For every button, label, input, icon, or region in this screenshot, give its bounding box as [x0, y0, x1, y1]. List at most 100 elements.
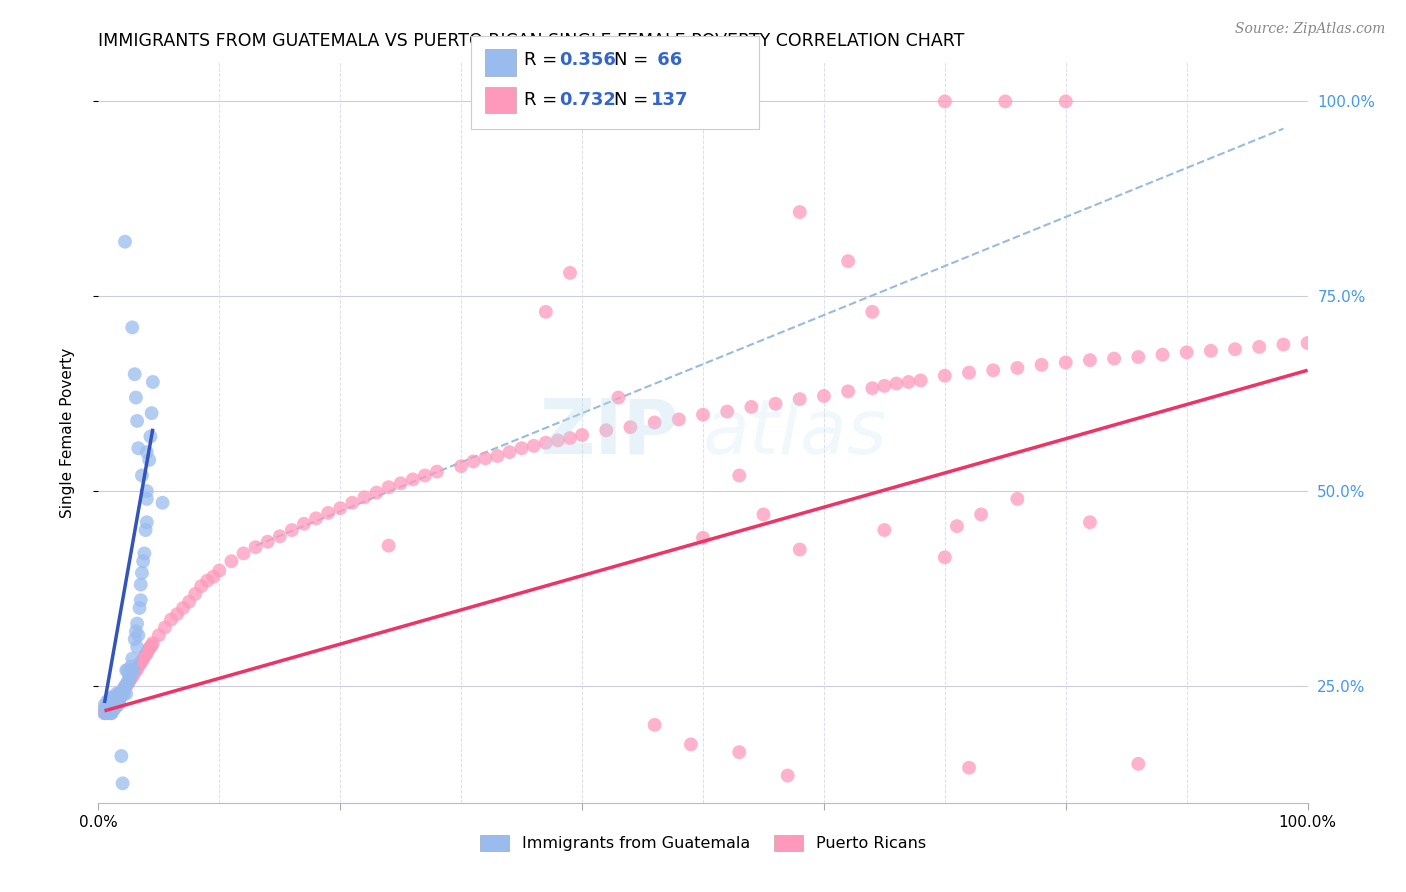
Point: [112, 682, 135, 697]
Point: [179, 595, 201, 609]
Point: [105, 698, 128, 713]
Text: N =: N =: [614, 51, 654, 69]
Point: [98, 700, 121, 714]
Point: [131, 654, 153, 668]
Point: [131, 566, 153, 580]
Point: [100, 694, 122, 708]
Point: [142, 636, 165, 650]
Point: [115, 679, 138, 693]
Point: [103, 702, 125, 716]
Point: [117, 677, 139, 691]
Point: [946, 519, 969, 533]
Point: [139, 640, 162, 654]
Point: [860, 305, 883, 319]
Point: [118, 675, 141, 690]
Point: [93, 702, 115, 716]
Point: [127, 659, 149, 673]
Point: [100, 705, 122, 719]
Point: [668, 412, 690, 426]
Point: [1128, 350, 1150, 364]
Point: [558, 266, 581, 280]
Point: [402, 472, 425, 486]
Point: [305, 511, 328, 525]
Point: [101, 690, 124, 705]
Point: [100, 706, 122, 721]
Point: [111, 776, 134, 790]
Point: [96, 704, 118, 718]
Point: [125, 624, 148, 639]
Point: [1175, 345, 1198, 359]
Point: [366, 485, 388, 500]
Point: [134, 649, 156, 664]
Point: [125, 391, 148, 405]
Point: [1199, 343, 1222, 358]
Point: [135, 445, 157, 459]
Text: IMMIGRANTS FROM GUATEMALA VS PUERTO RICAN SINGLE FEMALE POVERTY CORRELATION CHAR: IMMIGRANTS FROM GUATEMALA VS PUERTO RICA…: [98, 32, 965, 50]
Point: [148, 628, 170, 642]
Point: [776, 768, 799, 782]
Point: [740, 400, 762, 414]
Point: [101, 702, 124, 716]
Point: [1007, 491, 1029, 506]
Point: [129, 577, 152, 591]
Text: 0.732: 0.732: [560, 91, 616, 109]
Point: [886, 376, 908, 391]
Point: [107, 698, 129, 713]
Point: [96, 702, 118, 716]
Point: [873, 523, 896, 537]
Legend: Immigrants from Guatemala, Puerto Ricans: Immigrants from Guatemala, Puerto Ricans: [474, 829, 932, 858]
Point: [1272, 337, 1295, 351]
Point: [692, 531, 714, 545]
Point: [108, 694, 131, 708]
Point: [132, 651, 155, 665]
Y-axis label: Single Female Poverty: Single Female Poverty: [60, 348, 75, 517]
Point: [141, 406, 163, 420]
Text: 137: 137: [651, 91, 689, 109]
Point: [120, 671, 142, 685]
Point: [134, 546, 156, 560]
Point: [692, 408, 714, 422]
Point: [897, 375, 920, 389]
Point: [752, 508, 775, 522]
Point: [1152, 348, 1174, 362]
Point: [510, 441, 533, 455]
Point: [208, 564, 231, 578]
Point: [789, 205, 811, 219]
Text: R =: R =: [524, 51, 564, 69]
Point: [232, 546, 254, 560]
Point: [595, 423, 617, 437]
Point: [127, 628, 149, 642]
Point: [132, 554, 155, 568]
Point: [121, 669, 143, 683]
Text: ZIP: ZIP: [540, 396, 679, 469]
Point: [111, 682, 134, 697]
Point: [135, 646, 157, 660]
Point: [934, 368, 956, 383]
Point: [104, 690, 127, 705]
Point: [281, 523, 304, 537]
Point: [450, 459, 472, 474]
Point: [135, 515, 157, 529]
Point: [101, 698, 124, 713]
Point: [153, 620, 176, 634]
Point: [619, 420, 641, 434]
Point: [679, 737, 702, 751]
Point: [118, 671, 141, 685]
Point: [139, 429, 162, 443]
Point: [166, 607, 188, 622]
Point: [128, 657, 150, 671]
Point: [202, 570, 225, 584]
Point: [377, 480, 399, 494]
Point: [789, 392, 811, 406]
Point: [104, 694, 127, 708]
Point: [547, 434, 569, 448]
Point: [107, 690, 129, 705]
Point: [934, 550, 956, 565]
Point: [1102, 351, 1125, 366]
Point: [100, 694, 122, 708]
Point: [789, 542, 811, 557]
Point: [97, 706, 120, 720]
Point: [93, 706, 115, 721]
Point: [96, 694, 118, 708]
Point: [463, 454, 485, 468]
